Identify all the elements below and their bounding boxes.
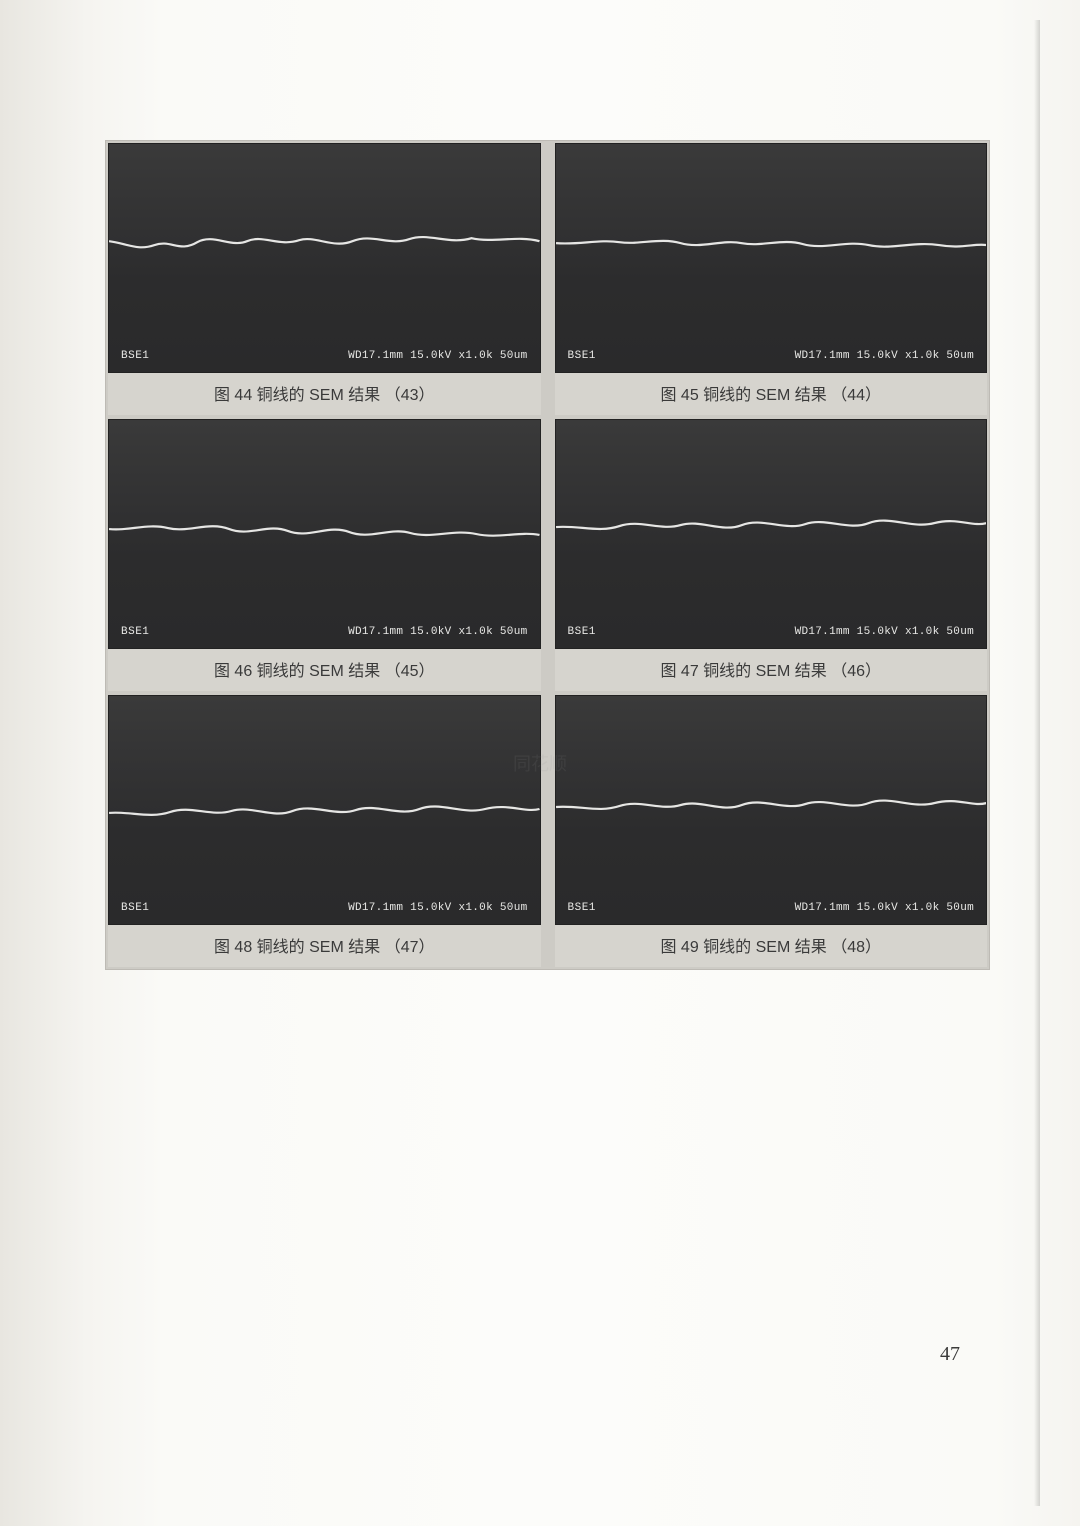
sem-params-label: WD17.1mm 15.0kV x1.0k 50um	[795, 350, 974, 362]
paren-close: ）	[419, 663, 435, 680]
detector-label: BSE1	[568, 902, 596, 914]
document-page: BSE1 WD17.1mm 15.0kV x1.0k 50um 图 44 铜线的…	[0, 0, 1080, 1526]
sem-params-label: WD17.1mm 15.0kV x1.0k 50um	[795, 902, 974, 914]
sem-trace-svg	[556, 420, 987, 648]
sem-micrograph: BSE1 WD17.1mm 15.0kV x1.0k 50um	[555, 143, 988, 373]
caption-prefix: 图	[660, 387, 676, 404]
sem-trace-svg	[109, 144, 540, 372]
figure-cell: BSE1 WD17.1mm 15.0kV x1.0k 50um 图 46 铜线的…	[108, 419, 541, 691]
caption-text: 铜线的 SEM 结果	[703, 939, 827, 956]
figure-number: 44	[234, 387, 252, 404]
figure-number: 47	[681, 663, 699, 680]
sem-params-label: WD17.1mm 15.0kV x1.0k 50um	[348, 902, 527, 914]
figure-number: 45	[681, 387, 699, 404]
figure-cell: BSE1 WD17.1mm 15.0kV x1.0k 50um 图 48 铜线的…	[108, 695, 541, 967]
figure-number: 46	[234, 663, 252, 680]
result-number: 47	[401, 939, 419, 956]
paren-open: （	[385, 387, 401, 404]
figure-number: 48	[234, 939, 252, 956]
figure-caption: 图 48 铜线的 SEM 结果 （47）	[108, 925, 541, 967]
paren-close: ）	[419, 387, 435, 404]
sem-params-label: WD17.1mm 15.0kV x1.0k 50um	[348, 626, 527, 638]
paren-open: （	[831, 663, 847, 680]
paren-close: ）	[419, 939, 435, 956]
result-number: 45	[401, 663, 419, 680]
figure-number: 49	[681, 939, 699, 956]
figure-cell: BSE1 WD17.1mm 15.0kV x1.0k 50um 图 49 铜线的…	[555, 695, 988, 967]
caption-prefix: 图	[660, 663, 676, 680]
sem-trace-svg	[556, 144, 987, 372]
result-number: 46	[847, 663, 865, 680]
detector-label: BSE1	[121, 350, 149, 362]
caption-text: 铜线的 SEM 结果	[703, 663, 827, 680]
figure-caption: 图 44 铜线的 SEM 结果 （43）	[108, 373, 541, 415]
paren-open: （	[831, 387, 847, 404]
detector-label: BSE1	[121, 626, 149, 638]
paren-open: （	[385, 939, 401, 956]
page-number: 47	[940, 1343, 960, 1366]
sem-micrograph: BSE1 WD17.1mm 15.0kV x1.0k 50um	[108, 143, 541, 373]
figure-caption: 图 49 铜线的 SEM 结果 （48）	[555, 925, 988, 967]
result-number: 48	[847, 939, 865, 956]
caption-text: 铜线的 SEM 结果	[703, 387, 827, 404]
detector-label: BSE1	[568, 626, 596, 638]
caption-text: 铜线的 SEM 结果	[257, 663, 381, 680]
sem-params-label: WD17.1mm 15.0kV x1.0k 50um	[795, 626, 974, 638]
sem-micrograph: BSE1 WD17.1mm 15.0kV x1.0k 50um	[108, 695, 541, 925]
paren-open: （	[831, 939, 847, 956]
caption-prefix: 图	[214, 387, 230, 404]
figure-grid: BSE1 WD17.1mm 15.0kV x1.0k 50um 图 44 铜线的…	[105, 140, 990, 970]
caption-text: 铜线的 SEM 结果	[257, 387, 381, 404]
sem-micrograph: BSE1 WD17.1mm 15.0kV x1.0k 50um	[555, 695, 988, 925]
figure-caption: 图 47 铜线的 SEM 结果 （46）	[555, 649, 988, 691]
sem-trace-svg	[109, 420, 540, 648]
paren-open: （	[385, 663, 401, 680]
result-number: 44	[847, 387, 865, 404]
sem-params-label: WD17.1mm 15.0kV x1.0k 50um	[348, 350, 527, 362]
caption-prefix: 图	[214, 663, 230, 680]
detector-label: BSE1	[568, 350, 596, 362]
sem-trace-svg	[556, 696, 987, 924]
caption-text: 铜线的 SEM 结果	[257, 939, 381, 956]
figure-caption: 图 45 铜线的 SEM 结果 （44）	[555, 373, 988, 415]
page-shadow	[1034, 20, 1040, 1506]
paren-close: ）	[865, 387, 881, 404]
sem-trace-svg	[109, 696, 540, 924]
caption-prefix: 图	[660, 939, 676, 956]
figure-cell: BSE1 WD17.1mm 15.0kV x1.0k 50um 图 45 铜线的…	[555, 143, 988, 415]
paren-close: ）	[865, 663, 881, 680]
paren-close: ）	[865, 939, 881, 956]
caption-prefix: 图	[214, 939, 230, 956]
result-number: 43	[401, 387, 419, 404]
figure-cell: BSE1 WD17.1mm 15.0kV x1.0k 50um 图 47 铜线的…	[555, 419, 988, 691]
detector-label: BSE1	[121, 902, 149, 914]
sem-micrograph: BSE1 WD17.1mm 15.0kV x1.0k 50um	[555, 419, 988, 649]
figure-cell: BSE1 WD17.1mm 15.0kV x1.0k 50um 图 44 铜线的…	[108, 143, 541, 415]
figure-caption: 图 46 铜线的 SEM 结果 （45）	[108, 649, 541, 691]
sem-micrograph: BSE1 WD17.1mm 15.0kV x1.0k 50um	[108, 419, 541, 649]
